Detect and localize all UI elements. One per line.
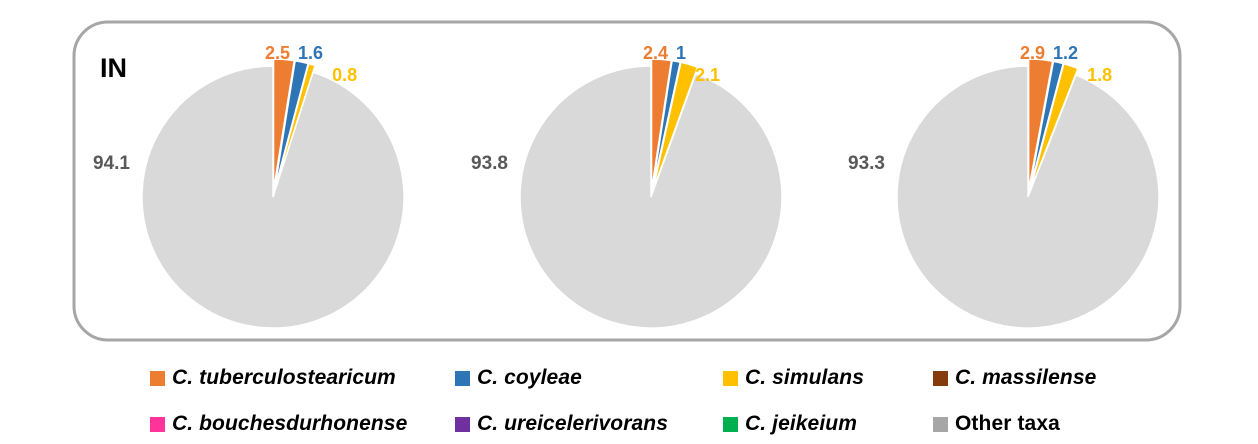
legend-item-c-jeikeium: C. jeikeium xyxy=(723,412,857,436)
legend-label-c-tuberculostearicum: C. tuberculostearicum xyxy=(172,366,396,389)
legend: C. tuberculostearicum C. coyleae C. simula… xyxy=(150,366,1150,444)
pie-2-slice-c-simulans xyxy=(652,61,699,191)
pie-3-label-c-tuberculostearicum: 2.9 xyxy=(1020,43,1045,63)
pie-1-label-c-simulans: 0.8 xyxy=(332,65,357,85)
legend-label-other-taxa: Other taxa xyxy=(955,412,1060,435)
legend-item-other-taxa: Other taxa xyxy=(933,412,1060,436)
pie-3-slice-c-simulans xyxy=(1029,62,1079,191)
pie-3-label-c-coyleae: 1.2 xyxy=(1053,43,1078,63)
legend-label-c-ureicelerivorans: C. ureicelerivorans xyxy=(477,412,668,435)
pie-2-label-c-coyleae: 1 xyxy=(676,43,686,63)
legend-swatch-c-coyleae xyxy=(455,370,470,386)
pie-3-label-other-taxa: 93.3 xyxy=(848,153,885,174)
pie-3-slice-c-tuberculostearicum xyxy=(1027,58,1054,191)
pie-1-label-c-coyleae: 1.6 xyxy=(298,43,323,63)
pie-1-label-other-taxa: 94.1 xyxy=(93,153,130,174)
legend-label-c-massilense: C. massilense xyxy=(955,366,1097,389)
pie-3-label-c-simulans: 1.8 xyxy=(1087,65,1112,85)
legend-label-c-bouchesdurhonense: C. bouchesdurhonense xyxy=(172,412,408,435)
legend-swatch-c-simulans xyxy=(723,370,738,386)
pie-chart-3: 2.9 1.2 1.8 93.3 xyxy=(848,43,1160,329)
pie-chart-1: 2.5 1.6 0.8 94.1 xyxy=(93,43,405,329)
legend-swatch-c-ureicelerivorans xyxy=(455,416,470,432)
pie-2-label-c-tuberculostearicum: 2.4 xyxy=(643,43,668,63)
pies-group: 2.5 1.6 0.8 94.1 2.4 1 2.1 93.8 2.9 1.2 1.8 93.3 xyxy=(93,43,1160,329)
pie-2-label-c-simulans: 2.1 xyxy=(695,65,720,85)
legend-item-c-bouchesdurhonense: C. bouchesdurhonense xyxy=(150,412,407,436)
legend-item-c-tuberculostearicum: C. tuberculostearicum xyxy=(150,366,396,390)
legend-item-c-simulans: C. simulans xyxy=(723,366,864,390)
legend-item-c-ureicelerivorans: C. ureicelerivorans xyxy=(455,412,668,436)
pie-2-slice-c-tuberculostearicum xyxy=(650,58,673,191)
panel-label: IN xyxy=(100,53,127,83)
legend-swatch-c-bouchesdurhonense xyxy=(150,416,165,432)
legend-label-c-jeikeium: C. jeikeium xyxy=(745,412,857,435)
legend-item-c-massilense: C. massilense xyxy=(933,366,1096,390)
legend-swatch-c-massilense xyxy=(933,370,948,386)
pie-2-label-other-taxa: 93.8 xyxy=(471,153,508,174)
legend-label-c-coyleae: C. coyleae xyxy=(477,366,582,389)
legend-label-c-simulans: C. simulans xyxy=(745,366,864,389)
legend-swatch-other-taxa xyxy=(933,416,948,432)
pie-3-slice-other-taxa xyxy=(896,65,1160,329)
legend-swatch-c-tuberculostearicum xyxy=(150,370,165,386)
pie-2-slice-other-taxa xyxy=(519,65,783,329)
legend-item-c-coyleae: C. coyleae xyxy=(455,366,582,390)
pie-1-slice-c-tuberculostearicum xyxy=(272,58,296,191)
pie-chart-2: 2.4 1 2.1 93.8 xyxy=(471,43,783,329)
pie-1-label-c-tuberculostearicum: 2.5 xyxy=(265,43,290,63)
pie-1-slice-other-taxa xyxy=(141,65,405,329)
legend-swatch-c-jeikeium xyxy=(723,416,738,432)
